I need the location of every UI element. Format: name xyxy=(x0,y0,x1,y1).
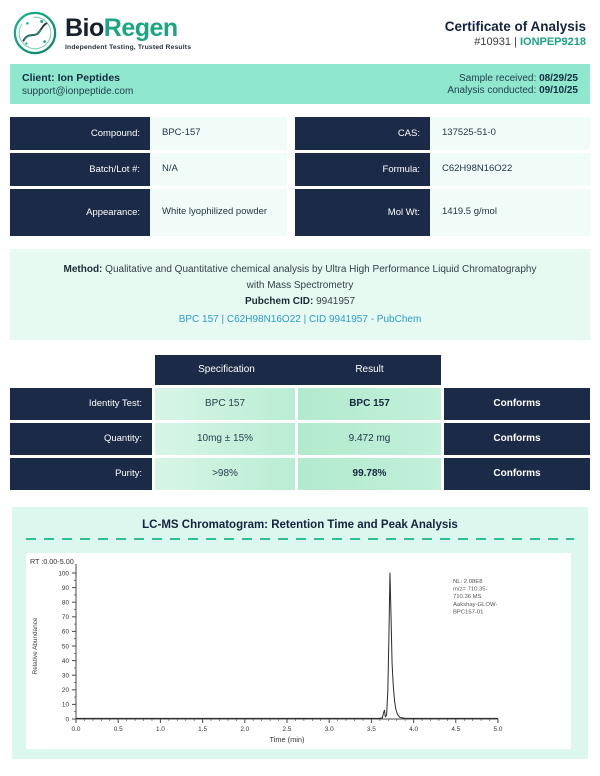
svg-text:40: 40 xyxy=(62,658,70,665)
identity-label: Identity Test: xyxy=(10,387,152,420)
header: BioRegen Independent Testing, Trusted Re… xyxy=(0,0,600,62)
svg-text:0.0: 0.0 xyxy=(72,726,81,733)
purity-row: Purity: >98% 99.78% Conforms xyxy=(10,457,590,490)
svg-text:100: 100 xyxy=(58,570,69,577)
svg-text:4.0: 4.0 xyxy=(409,726,418,733)
svg-text:m/z= 710.35-: m/z= 710.35- xyxy=(453,586,488,592)
batch-value: N/A xyxy=(150,153,287,186)
purity-status: Conforms xyxy=(444,457,590,490)
svg-text:RT :0.00-5.00: RT :0.00-5.00 xyxy=(30,557,74,566)
method-text: Method: Qualitative and Quantitative che… xyxy=(63,264,537,292)
quantity-label: Quantity: xyxy=(10,422,152,455)
quantity-spec: 10mg ± 15% xyxy=(155,422,295,455)
formula-label: Formula: xyxy=(295,153,430,186)
svg-text:Relative Abundance: Relative Abundance xyxy=(32,617,39,674)
brand-logo: BioRegen Independent Testing, Trusted Re… xyxy=(12,10,191,56)
formula-value: C62H98N16O22 xyxy=(430,153,590,186)
svg-text:2.5: 2.5 xyxy=(283,726,292,733)
compound-label: Compound: xyxy=(10,117,150,150)
chromatogram-section: LC-MS Chromatogram: Retention Time and P… xyxy=(12,506,588,759)
certificate-header: Certificate of Analysis #10931 | IONPEP9… xyxy=(445,19,586,48)
svg-text:60: 60 xyxy=(62,628,70,635)
appearance-label: Appearance: xyxy=(10,189,150,236)
chromatogram-plot: RT :0.00-5.00 0 10 20 30 40 50 60 70 80 90 100 0.0 0.… xyxy=(26,552,571,749)
quantity-row: Quantity: 10mg ± 15% 9.472 mg Conforms xyxy=(10,422,590,455)
certificate-title: Certificate of Analysis xyxy=(444,18,586,34)
svg-text:0: 0 xyxy=(65,716,69,723)
identity-spec: BPC 157 xyxy=(155,387,295,420)
identity-status: Conforms xyxy=(444,387,590,420)
identity-row: Identity Test: BPC 157 BPC 157 Conforms xyxy=(10,387,590,420)
appearance-value: White lyophilized powder xyxy=(150,189,287,236)
pubchem-cid: Pubchem CID: 9941957 xyxy=(244,296,356,308)
method-section: Method: Qualitative and Quantitative che… xyxy=(10,249,590,340)
svg-text:90: 90 xyxy=(62,585,70,592)
svg-text:3.5: 3.5 xyxy=(367,726,376,733)
sample-received: Sample received: 08/29/25 xyxy=(459,73,578,84)
specification-header: Specification xyxy=(198,364,255,376)
purity-spec: >98% xyxy=(155,457,295,490)
bioregen-logo-icon xyxy=(12,10,58,56)
pubchem-link[interactable]: BPC 157 | C62H98N16O22 | CID 9941957 - P… xyxy=(178,313,422,325)
quantity-result: 9.472 mg xyxy=(298,422,441,455)
svg-text:50: 50 xyxy=(62,643,70,650)
client-bar: Client: Ion Peptides support@ionpeptide.… xyxy=(10,64,590,104)
svg-text:1.0: 1.0 xyxy=(156,726,165,733)
brand-name: BioRegen xyxy=(65,13,178,42)
result-header: Result xyxy=(355,364,384,376)
cas-label: CAS: xyxy=(295,117,430,150)
identity-result: BPC 157 xyxy=(298,387,441,420)
svg-text:Aakshay-GLOW-: Aakshay-GLOW- xyxy=(453,602,497,608)
svg-text:1.5: 1.5 xyxy=(198,726,207,733)
client-name: Client: Ion Peptides xyxy=(22,71,121,84)
purity-result: 99.78% xyxy=(298,457,441,490)
svg-text:Time (min): Time (min) xyxy=(269,735,304,744)
results-header: Specification Result xyxy=(155,354,441,385)
svg-text:3.0: 3.0 xyxy=(325,726,334,733)
brand-tagline: Independent Testing, Trusted Results xyxy=(65,43,192,51)
svg-text:710.36 MS: 710.36 MS xyxy=(453,594,482,600)
chromatogram-title: LC-MS Chromatogram: Retention Time and P… xyxy=(142,518,458,531)
svg-text:80: 80 xyxy=(62,599,70,606)
quantity-status: Conforms xyxy=(444,422,590,455)
dashed-divider xyxy=(26,537,574,540)
svg-text:0.5: 0.5 xyxy=(114,726,123,733)
svg-text:10: 10 xyxy=(62,701,70,708)
client-email: support@ionpeptide.com xyxy=(22,85,134,97)
product-code: IONPEP9218 xyxy=(519,35,586,48)
compound-info-table: Compound: BPC-157 CAS: 137525-51-0 Batch… xyxy=(10,117,590,236)
svg-text:20: 20 xyxy=(62,687,70,694)
svg-text:5.0: 5.0 xyxy=(494,726,503,733)
svg-text:NL: 2.08E8: NL: 2.08E8 xyxy=(453,579,483,585)
molwt-value: 1419.5 g/mol xyxy=(430,189,590,236)
appearance-row: Appearance: White lyophilized powder Mol… xyxy=(10,189,590,236)
chromatogram-svg: RT :0.00-5.00 0 10 20 30 40 50 60 70 80 90 100 0.0 0.… xyxy=(30,557,503,744)
purity-label: Purity: xyxy=(10,457,152,490)
svg-text:30: 30 xyxy=(62,672,70,679)
certificate-number: #10931 | IONPEP9218 xyxy=(474,35,586,48)
analysis-conducted: Analysis conducted: 09/10/25 xyxy=(447,85,578,96)
results-table: Specification Result Identity Test: BPC … xyxy=(10,354,590,490)
cas-value: 137525-51-0 xyxy=(430,117,590,150)
svg-text:70: 70 xyxy=(62,614,70,621)
batch-row: Batch/Lot #: N/A Formula: C62H98N16O22 xyxy=(10,153,590,186)
svg-text:2.0: 2.0 xyxy=(240,726,249,733)
compound-row: Compound: BPC-157 CAS: 137525-51-0 xyxy=(10,117,590,150)
compound-value: BPC-157 xyxy=(150,117,287,150)
molwt-label: Mol Wt: xyxy=(295,189,430,236)
svg-text:4.5: 4.5 xyxy=(451,726,460,733)
batch-label: Batch/Lot #: xyxy=(10,153,150,186)
svg-text:BPC157-01: BPC157-01 xyxy=(453,609,483,615)
